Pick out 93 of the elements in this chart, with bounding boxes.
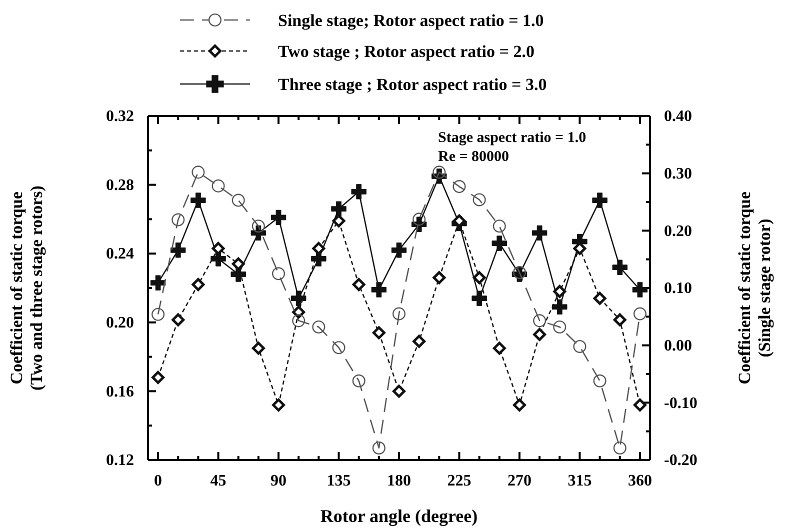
point [633, 307, 646, 320]
point [613, 313, 626, 326]
point [192, 166, 205, 179]
point [372, 441, 386, 454]
point [573, 340, 586, 353]
point [152, 308, 165, 321]
legend-label: Single stage; Rotor aspect ratio = 1.0 [278, 11, 544, 30]
y2-tick-label: -0.20 [664, 452, 698, 470]
point [270, 210, 286, 226]
point [312, 320, 326, 334]
x-tick-label: 225 [447, 472, 472, 490]
y2-axis-title: Coefficient of static torque (Single stage rotor) [735, 191, 774, 384]
point [372, 326, 386, 340]
point [392, 384, 406, 398]
point [392, 307, 406, 320]
point [192, 278, 205, 292]
y-tick-label: 0.32 [106, 108, 134, 126]
point [613, 441, 626, 454]
point [252, 220, 265, 233]
legend-label: Two stage ; Rotor aspect ratio = 2.0 [278, 42, 534, 61]
point [332, 214, 346, 228]
point [632, 282, 648, 298]
y2-tick-label: 0.40 [664, 108, 692, 126]
point [532, 225, 548, 241]
x-tick-label: 45 [210, 472, 226, 490]
y-tick-label: 0.16 [106, 383, 134, 400]
point [533, 328, 546, 341]
point [150, 275, 166, 290]
point [352, 278, 366, 292]
point [432, 271, 446, 284]
point [472, 271, 486, 284]
point [391, 242, 407, 258]
point [252, 342, 265, 355]
point [152, 370, 165, 384]
point [452, 180, 466, 194]
point [492, 220, 506, 233]
point [512, 266, 526, 280]
point [412, 334, 426, 348]
x-tick-label: 180 [387, 472, 411, 490]
x-tick-label: 315 [568, 472, 592, 490]
point [190, 192, 206, 208]
point [533, 314, 546, 328]
point [492, 236, 507, 251]
point [292, 314, 306, 328]
legend-label: Three stage ; Rotor aspect ratio = 3.0 [278, 75, 547, 94]
point [291, 290, 306, 306]
y2-tick-label: 0.00 [664, 337, 692, 354]
point [172, 313, 185, 326]
point [212, 179, 225, 192]
point [371, 282, 387, 298]
point [412, 212, 426, 226]
point [272, 267, 286, 280]
annotation: Re = 80000 [438, 149, 510, 165]
point [612, 260, 628, 275]
y2-tick-label: 0.10 [664, 280, 692, 298]
point [592, 192, 608, 208]
point [312, 242, 326, 255]
point [552, 299, 568, 315]
point [232, 257, 245, 270]
x-tick-label: 90 [270, 472, 287, 490]
x-tick-label: 0 [154, 472, 162, 490]
y-tick-label: 0.20 [106, 314, 134, 332]
point [472, 290, 487, 306]
y-axis-title: Coefficient of static torque (Two and three stage rotors) [7, 186, 46, 390]
point [331, 201, 346, 216]
y-tick-label: 0.28 [106, 176, 134, 194]
point [351, 184, 366, 200]
point [593, 292, 606, 305]
point [553, 320, 566, 334]
point [512, 398, 526, 412]
point [172, 213, 185, 226]
y2-tick-label: 0.20 [664, 222, 692, 240]
x-axis-title: Rotor angle (degree) [320, 506, 478, 526]
y-tick-label: 0.24 [106, 246, 134, 263]
point [332, 341, 346, 354]
y2-tick-label: -0.10 [664, 394, 698, 412]
point [593, 374, 606, 388]
point [472, 193, 486, 206]
y-tick-label: 0.12 [106, 452, 134, 470]
x-tick-label: 270 [507, 472, 532, 490]
point [352, 374, 366, 388]
point [633, 398, 646, 412]
point [170, 242, 186, 258]
point [272, 398, 286, 412]
x-tick-label: 360 [628, 472, 652, 490]
annotation: Stage aspect ratio = 1.0 [438, 130, 586, 146]
point [492, 342, 506, 355]
point [432, 166, 446, 179]
point [212, 242, 225, 255]
point [553, 284, 566, 298]
y2-tick-label: 0.30 [664, 165, 692, 182]
x-tick-label: 135 [326, 472, 351, 490]
point [232, 194, 245, 207]
